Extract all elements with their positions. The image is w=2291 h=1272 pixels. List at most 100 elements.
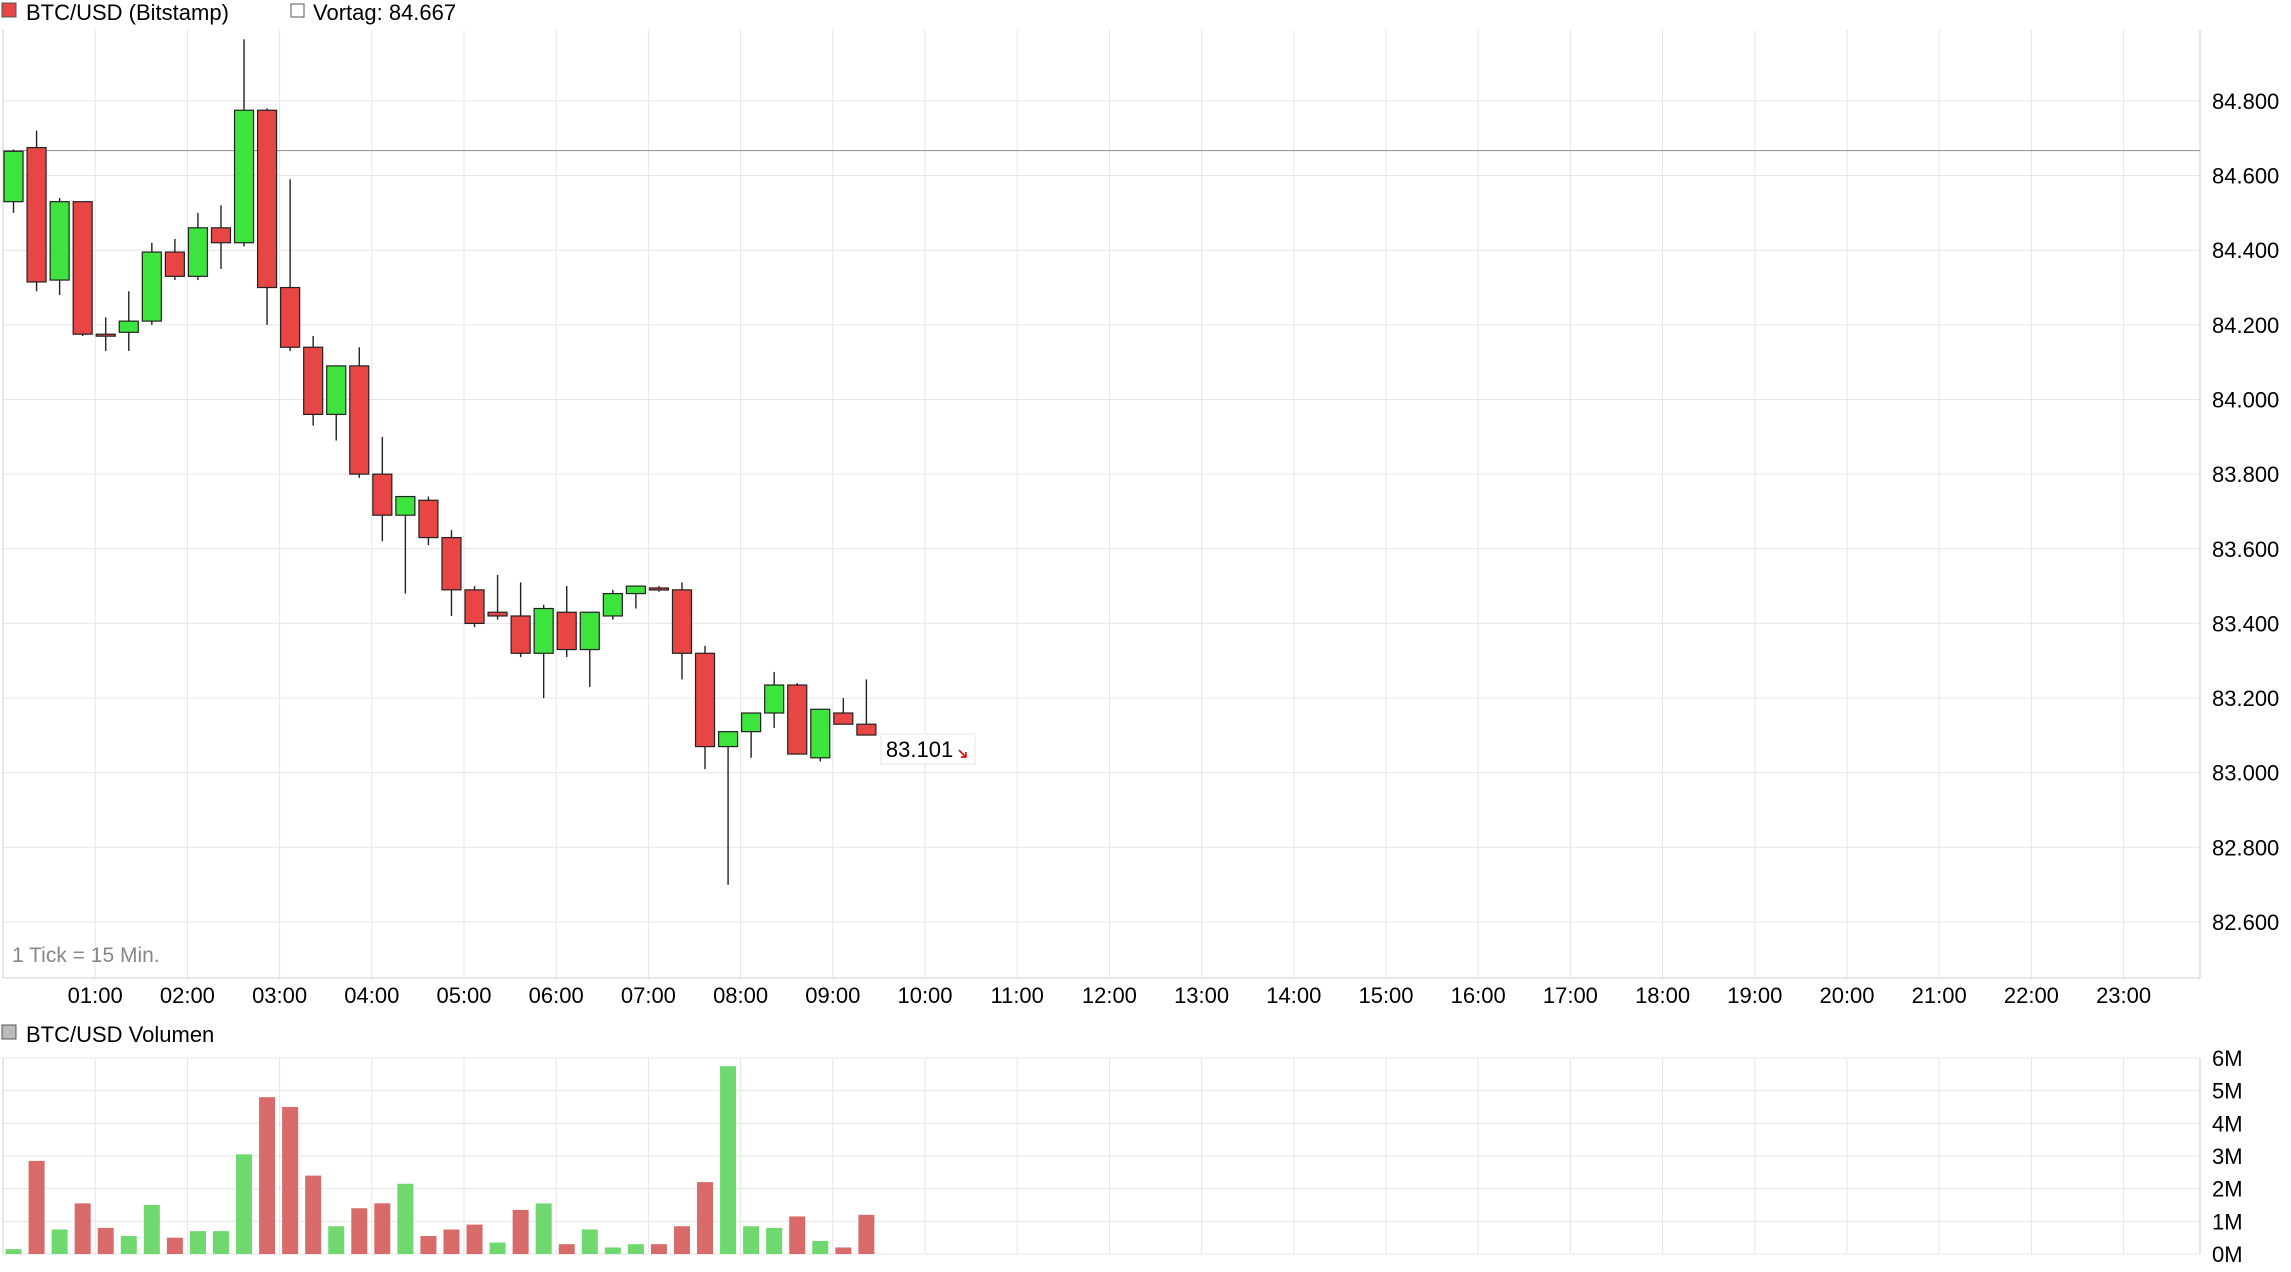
volume-bar <box>212 1231 229 1254</box>
candle-body <box>372 473 393 516</box>
price-tick-label: 84.400 <box>2212 238 2279 263</box>
candle <box>256 108 278 325</box>
candle <box>510 582 531 658</box>
volume-bar <box>420 1236 437 1254</box>
volume-bar <box>789 1216 806 1254</box>
volume-gridlines <box>3 1057 2200 1255</box>
time-tick-label: 14:00 <box>1266 983 1321 1008</box>
candle-body <box>141 251 162 322</box>
candle-body <box>533 607 554 654</box>
time-tick-label: 22:00 <box>2004 983 2059 1008</box>
candle-body <box>671 589 693 654</box>
candle-body <box>210 227 232 244</box>
series-label: BTC/USD (Bitstamp) <box>26 0 229 25</box>
price-tick-label: 84.200 <box>2212 313 2279 338</box>
volume-bar <box>512 1209 529 1254</box>
volume-bar <box>74 1203 91 1254</box>
candle <box>787 683 808 755</box>
price-gridlines <box>3 30 2200 978</box>
candle-body <box>256 109 278 289</box>
volume-bar <box>489 1242 506 1254</box>
price-tick-label: 82.600 <box>2212 910 2279 935</box>
volume-bar <box>766 1227 783 1254</box>
candle-body <box>118 320 139 333</box>
volume-tick-label: 2M <box>2212 1177 2243 1202</box>
time-x-axis: 01:00 02:00 03:00 04:00 05:00 06:00 07:00 08:00… <box>68 983 2151 1008</box>
volume-bar <box>720 1066 737 1254</box>
volume-bar <box>835 1247 852 1254</box>
volume-bar <box>535 1203 552 1254</box>
candle-body <box>694 652 716 748</box>
series-color-swatch <box>1 2 17 18</box>
volume-bar <box>466 1224 483 1254</box>
candle-body <box>418 499 439 539</box>
candle-body <box>233 109 255 244</box>
candle <box>464 586 485 628</box>
volume-bar <box>120 1236 137 1254</box>
candle-body <box>441 536 462 591</box>
time-tick-label: 10:00 <box>897 983 952 1008</box>
time-tick-label: 02:00 <box>160 983 215 1008</box>
candle-body <box>510 615 531 654</box>
last-price-box <box>880 733 976 765</box>
volume-bar <box>328 1226 345 1254</box>
candle-body <box>395 495 416 516</box>
candle-body <box>464 589 485 625</box>
candle-body <box>26 146 47 283</box>
volume-bar <box>627 1244 644 1254</box>
volume-label: BTC/USD Volumen <box>26 1022 214 1047</box>
candle <box>833 698 854 725</box>
candle-body <box>833 712 854 725</box>
candle-body <box>303 346 324 416</box>
candle <box>487 574 508 620</box>
volume-bar <box>236 1154 253 1254</box>
price-tick-label: 83.200 <box>2212 686 2279 711</box>
candle <box>441 530 462 616</box>
candle <box>764 671 785 728</box>
time-tick-label: 15:00 <box>1358 983 1413 1008</box>
price-tick-label: 82.800 <box>2212 835 2279 860</box>
time-tick-label: 08:00 <box>713 983 768 1008</box>
candle-body <box>741 712 762 733</box>
candle-body <box>349 365 370 475</box>
price-y-axis: 84.800 84.600 84.400 84.200 84.000 83.800 83.6… <box>2212 89 2279 935</box>
volume-bar <box>374 1203 391 1254</box>
candle <box>49 197 70 295</box>
candle-body <box>625 585 646 595</box>
candle <box>164 239 185 281</box>
last-price-label: 83.101 <box>886 737 953 762</box>
candle <box>3 149 24 213</box>
price-tick-label: 84.000 <box>2212 387 2279 412</box>
volume-tick-label: 5M <box>2212 1079 2243 1104</box>
time-tick-label: 09:00 <box>805 983 860 1008</box>
candle <box>187 212 209 281</box>
candle-body <box>187 227 209 277</box>
candle-body <box>579 611 600 651</box>
volume-bar <box>673 1226 690 1254</box>
time-tick-label: 23:00 <box>2096 983 2151 1008</box>
candle-body <box>648 587 670 591</box>
candle-body <box>764 684 785 714</box>
volume-tick-label: 1M <box>2212 1209 2243 1234</box>
time-tick-label: 01:00 <box>68 983 123 1008</box>
volume-bar <box>305 1175 322 1254</box>
volume-bar <box>5 1249 22 1254</box>
volume-bar <box>397 1183 414 1254</box>
prev-close-label: Vortag: 84.667 <box>313 0 456 25</box>
volume-tick-label: 3M <box>2212 1144 2243 1169</box>
candle-body <box>787 684 808 755</box>
volume-bar <box>189 1231 206 1254</box>
candle-body <box>72 201 93 335</box>
candle <box>856 679 877 736</box>
volume-tick-label: 4M <box>2212 1111 2243 1136</box>
candle-body <box>3 150 24 203</box>
candle <box>648 586 670 592</box>
volume-bar <box>581 1229 598 1254</box>
volume-bar <box>858 1214 875 1254</box>
volume-bar <box>743 1226 760 1254</box>
volume-tick-label: 6M <box>2212 1046 2243 1071</box>
candle-body <box>95 333 116 337</box>
time-tick-label: 17:00 <box>1543 983 1598 1008</box>
candle-body <box>556 611 577 651</box>
candle <box>418 496 439 546</box>
